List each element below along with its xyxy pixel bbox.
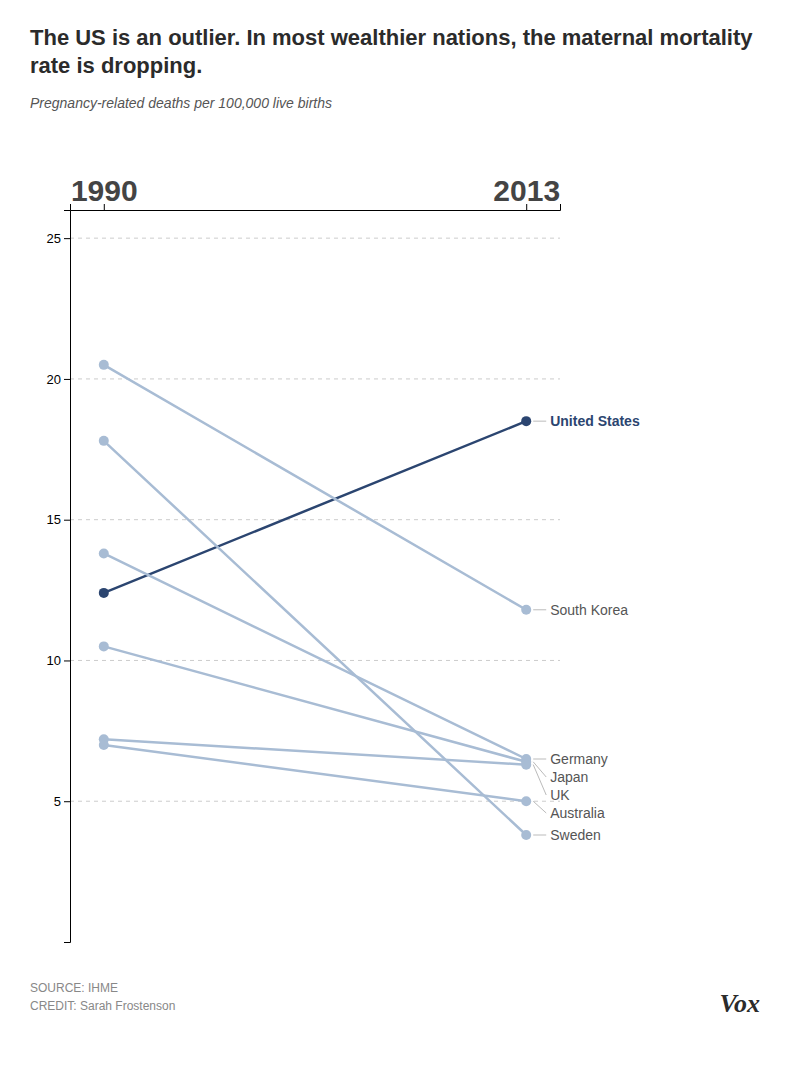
label-leader xyxy=(533,421,546,422)
series xyxy=(99,548,531,764)
series-line xyxy=(104,421,526,593)
x-axis-line xyxy=(71,204,561,211)
point xyxy=(99,436,109,446)
y-tick-mark xyxy=(64,660,70,661)
annotations: SOURCE: IHME CREDIT: Sarah Frostenson Vox xyxy=(30,981,760,1018)
grid-line xyxy=(70,519,560,520)
logo: Vox xyxy=(720,989,760,1018)
point xyxy=(99,740,109,750)
y-axis-line xyxy=(64,211,71,943)
label-leader xyxy=(533,609,546,610)
label-leader xyxy=(533,835,546,836)
y-axis: 5 10 15 20 25 xyxy=(47,211,71,943)
point xyxy=(99,360,109,370)
y-tick: 25 xyxy=(47,231,70,246)
y-tick-label: 25 xyxy=(47,231,61,246)
series xyxy=(99,436,531,840)
grid-line xyxy=(70,801,560,802)
y-tick-mark xyxy=(64,238,70,239)
x-axis: 1990 2013 xyxy=(71,174,561,211)
x-tick-label: 1990 xyxy=(71,174,138,207)
series-label: Australia xyxy=(550,805,605,821)
series-label: South Korea xyxy=(550,602,628,618)
series-line xyxy=(104,365,526,610)
series-label: Japan xyxy=(550,769,588,785)
point xyxy=(99,641,109,651)
series-line xyxy=(104,739,526,764)
series-line xyxy=(104,646,526,761)
point xyxy=(521,830,531,840)
point xyxy=(521,796,531,806)
series-line xyxy=(104,441,526,835)
series-label: United States xyxy=(550,413,640,429)
grid-line xyxy=(70,660,560,661)
series xyxy=(99,641,531,766)
series-label: Sweden xyxy=(550,827,601,843)
point xyxy=(99,588,109,598)
y-tick-mark xyxy=(64,520,70,521)
series xyxy=(99,740,531,806)
point xyxy=(521,416,531,426)
series xyxy=(99,360,531,615)
x-tick: 1990 xyxy=(71,174,138,210)
label-leader xyxy=(533,801,546,813)
point xyxy=(521,760,531,770)
marks xyxy=(99,360,531,840)
source-note: CREDIT: Sarah Frostenson xyxy=(30,999,175,1013)
series-line xyxy=(104,745,526,801)
y-tick-label: 20 xyxy=(47,372,61,387)
y-tick-mark xyxy=(64,379,70,380)
grid xyxy=(70,238,560,801)
label-leader xyxy=(533,765,546,795)
y-tick-label: 5 xyxy=(54,794,61,809)
y-tick: 15 xyxy=(47,512,70,527)
series-label: UK xyxy=(550,787,570,803)
series-label: Germany xyxy=(550,751,608,767)
series-line xyxy=(104,553,526,759)
chart: The US is an outlier. In most wealthier … xyxy=(0,0,800,1067)
x-tick: 2013 xyxy=(493,174,560,210)
y-tick-label: 10 xyxy=(47,653,61,668)
source-note: SOURCE: IHME xyxy=(30,981,118,995)
x-tick-label: 2013 xyxy=(493,174,560,207)
y-tick: 10 xyxy=(47,653,70,668)
y-tick: 5 xyxy=(54,794,70,809)
series-labels: United States South Korea Germany Japan UK Au… xyxy=(533,413,640,843)
point xyxy=(521,605,531,615)
label-leader xyxy=(533,759,546,760)
point xyxy=(99,548,109,558)
y-tick-label: 15 xyxy=(47,512,61,527)
title: The US is an outlier. In most wealthier … xyxy=(30,25,759,78)
grid-line xyxy=(70,238,560,239)
y-tick: 20 xyxy=(47,372,70,387)
grid-line xyxy=(70,378,560,379)
subtitle: Pregnancy-related deaths per 100,000 liv… xyxy=(30,95,332,111)
series xyxy=(99,416,531,598)
y-tick-mark xyxy=(64,801,70,802)
